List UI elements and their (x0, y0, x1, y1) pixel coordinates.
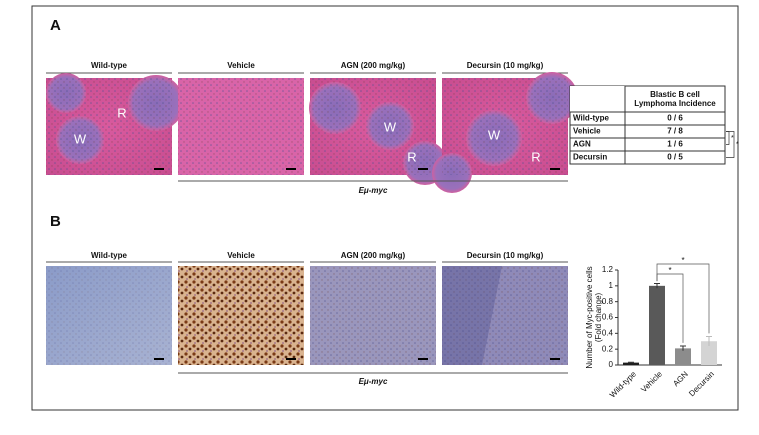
panel-label: A (50, 17, 61, 34)
y-tick-label: 1 (609, 281, 614, 290)
error-bar (680, 345, 686, 351)
table-header-line: Blastic B cell (650, 90, 700, 99)
texture (46, 78, 172, 175)
texture (46, 266, 172, 365)
error-bar (628, 361, 634, 364)
image-title: Vehicle (227, 61, 255, 70)
y-tick-label: 1.2 (602, 265, 614, 274)
y-tick-label: 0.6 (602, 313, 614, 322)
texture (310, 78, 436, 175)
table-cell: Decursin (573, 153, 607, 162)
texture (178, 78, 304, 175)
region-label: R (531, 149, 540, 164)
sig-bracket (656, 263, 710, 334)
image-title: Decursin (10 mg/kg) (467, 61, 544, 70)
histology-ihc (178, 266, 304, 365)
region-label: R (407, 149, 416, 164)
table-header: Blastic B cell Lymphoma Incidence (634, 90, 716, 108)
panel-label: B (50, 213, 61, 230)
image-title: AGN (200 mg/kg) (341, 251, 406, 260)
texture (442, 266, 568, 365)
texture (310, 266, 436, 365)
table-cell: 0 / 6 (667, 114, 683, 123)
x-tick-label: Vehicle (639, 369, 664, 394)
y-tick-label: 0 (609, 360, 614, 369)
group-label: Eμ-myc (359, 377, 388, 386)
region-label: R (117, 105, 126, 120)
sig-star: * (668, 266, 671, 275)
sig-bracket (726, 131, 735, 158)
table-header-line: Lymphoma Incidence (634, 99, 716, 108)
sig-bracket (726, 131, 730, 145)
image-title: AGN (200 mg/kg) (341, 61, 406, 70)
y-tick-label: 0.8 (602, 297, 614, 306)
x-tick-label: Wild-type (608, 369, 638, 399)
sig-star: * (736, 141, 739, 148)
region-label: W (384, 119, 397, 134)
y-tick-label: 0.2 (602, 344, 614, 353)
table-cell: 7 / 8 (667, 127, 683, 136)
image-title: Wild-type (91, 251, 127, 260)
image-title: Wild-type (91, 61, 127, 70)
bar (675, 348, 691, 365)
image-title: Vehicle (227, 251, 255, 260)
table-cell: 1 / 6 (667, 140, 683, 149)
sig-star: * (681, 256, 684, 265)
bar (701, 341, 717, 365)
error-bar (654, 282, 660, 289)
region-label: W (488, 127, 501, 142)
sig-star: * (731, 135, 734, 142)
table-cell: Vehicle (573, 127, 601, 136)
y-tick-label: 0.4 (602, 328, 614, 337)
x-tick-label: Decursin (687, 370, 716, 399)
image-title: Decursin (10 mg/kg) (467, 251, 544, 260)
tissue-dark (442, 266, 502, 365)
table-cell: 0 / 5 (667, 153, 683, 162)
table-header-blank (570, 86, 625, 112)
region-label: W (74, 131, 87, 146)
y-axis-label: (Fold change) (594, 292, 603, 342)
table-cell: AGN (573, 140, 591, 149)
group-label: Eμ-myc (359, 186, 388, 195)
x-tick-label: AGN (671, 369, 690, 388)
bar (623, 362, 639, 365)
table-cell: Wild-type (573, 114, 609, 123)
bar (649, 285, 665, 365)
y-axis-label: Number of Myc-positive cells (585, 266, 594, 368)
frame (31, 5, 739, 411)
error-bar (706, 336, 712, 346)
texture (442, 78, 568, 175)
